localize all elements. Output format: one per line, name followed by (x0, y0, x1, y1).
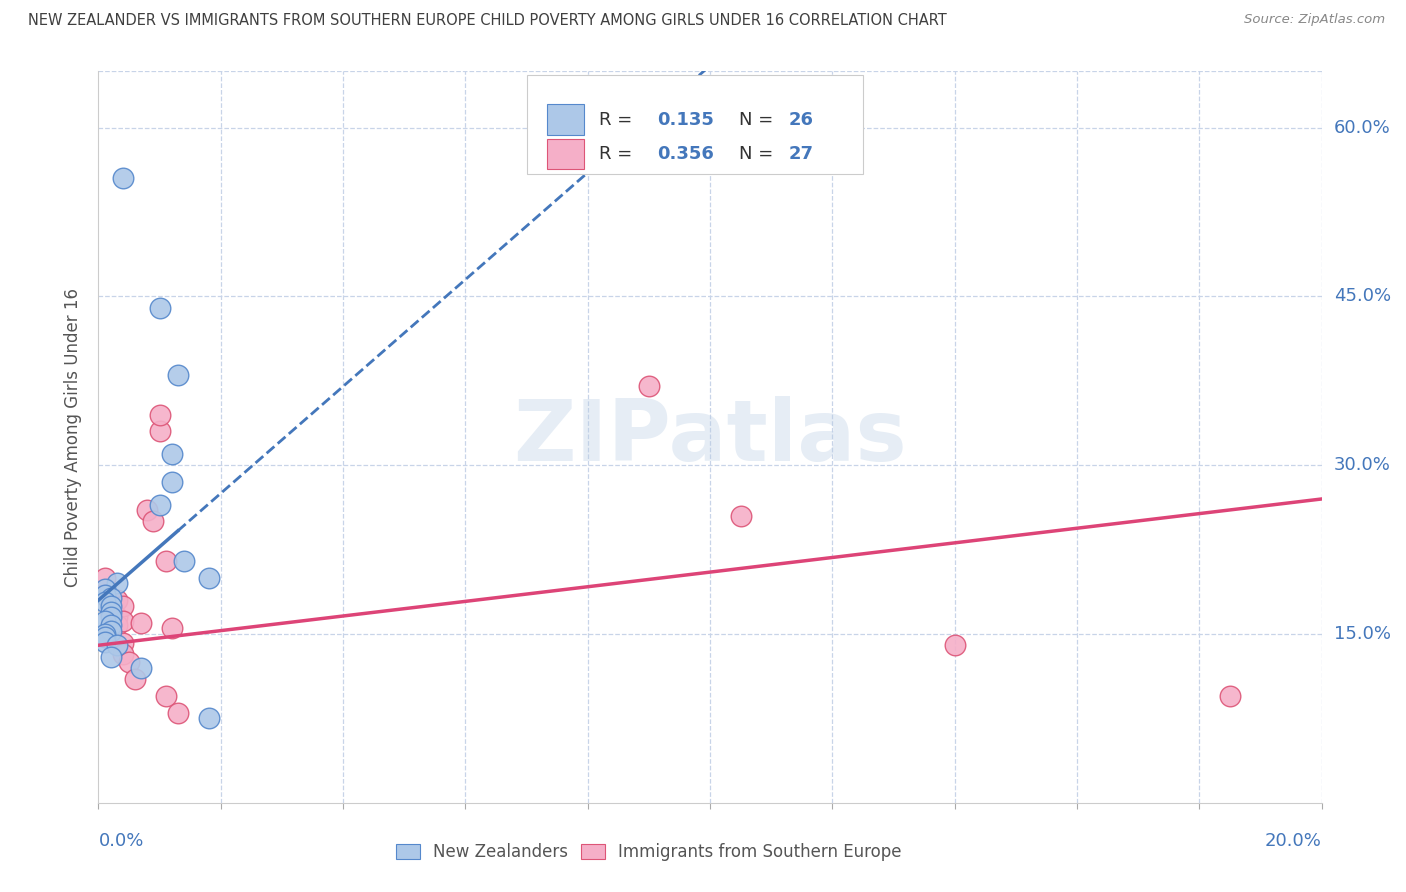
Point (93, 588, 115, 602)
Text: 26: 26 (789, 111, 813, 128)
Point (93, 582, 115, 596)
FancyBboxPatch shape (526, 75, 863, 174)
Point (105, 593, 128, 607)
Text: 20.0%: 20.0% (1265, 832, 1322, 850)
Text: NEW ZEALANDER VS IMMIGRANTS FROM SOUTHERN EUROPE CHILD POVERTY AMONG GIRLS UNDER: NEW ZEALANDER VS IMMIGRANTS FROM SOUTHER… (28, 13, 946, 29)
Point (100, 624, 122, 638)
Text: ZIPatlas: ZIPatlas (513, 395, 907, 479)
Point (111, 599, 134, 613)
FancyBboxPatch shape (547, 104, 583, 136)
Text: 0.135: 0.135 (658, 111, 714, 128)
Point (100, 610, 122, 624)
Point (93, 635, 115, 649)
Point (1219, 689, 1241, 703)
Point (730, 508, 752, 523)
Text: 0.0%: 0.0% (98, 832, 143, 850)
Point (100, 591, 122, 605)
FancyBboxPatch shape (547, 139, 583, 169)
Point (93, 614, 115, 628)
Point (105, 576, 128, 591)
Point (111, 647, 134, 661)
Point (100, 649, 122, 664)
Text: 15.0%: 15.0% (1334, 625, 1391, 643)
Point (160, 475, 183, 489)
Point (100, 607, 122, 621)
Point (100, 602, 122, 616)
Text: 0.356: 0.356 (658, 145, 714, 163)
Text: 27: 27 (789, 145, 813, 163)
Point (943, 638, 966, 652)
Text: 30.0%: 30.0% (1334, 456, 1391, 475)
Y-axis label: Child Poverty Among Girls Under 16: Child Poverty Among Girls Under 16 (65, 287, 83, 587)
Point (111, 171, 134, 186)
Point (105, 618, 128, 632)
Point (118, 655, 141, 669)
Legend: New Zealanders, Immigrants from Southern Europe: New Zealanders, Immigrants from Southern… (389, 837, 908, 868)
Point (142, 515, 165, 529)
Point (136, 503, 159, 517)
Point (149, 425, 172, 439)
Text: 45.0%: 45.0% (1334, 287, 1391, 305)
Text: N =: N = (740, 111, 779, 128)
Point (100, 618, 122, 632)
Point (93, 595, 115, 609)
Point (124, 672, 146, 686)
Point (129, 661, 152, 675)
Point (160, 447, 183, 461)
Point (197, 571, 219, 585)
Point (111, 614, 134, 628)
Point (100, 605, 122, 619)
Point (93, 588, 115, 602)
Text: N =: N = (740, 145, 779, 163)
Point (155, 554, 177, 568)
Point (167, 368, 190, 383)
Point (149, 498, 172, 512)
Text: R =: R = (599, 111, 638, 128)
Point (105, 638, 128, 652)
Point (93, 631, 115, 645)
Point (149, 408, 172, 422)
Text: Source: ZipAtlas.com: Source: ZipAtlas.com (1244, 13, 1385, 27)
Point (93, 571, 115, 585)
Point (155, 689, 177, 703)
Point (105, 610, 128, 624)
Point (149, 301, 172, 315)
Point (100, 599, 122, 613)
Text: 60.0%: 60.0% (1334, 119, 1391, 136)
Point (129, 615, 152, 630)
Point (173, 554, 195, 568)
Point (160, 621, 183, 635)
Point (197, 711, 219, 725)
Point (637, 379, 661, 393)
Point (167, 706, 190, 720)
Point (100, 595, 122, 609)
Text: R =: R = (599, 145, 638, 163)
Point (111, 636, 134, 650)
Point (93, 627, 115, 641)
